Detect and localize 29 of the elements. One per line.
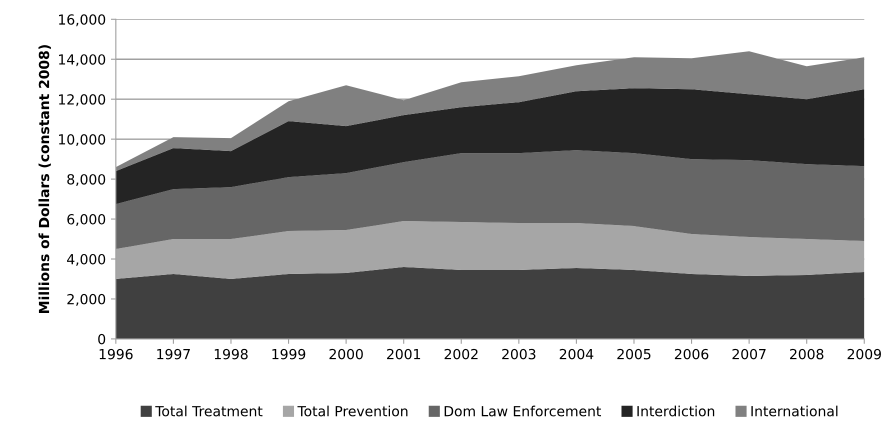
y-tick-label: 10,000 xyxy=(59,134,106,146)
x-tick-label: 2004 xyxy=(560,348,594,360)
y-tick-label: 2,000 xyxy=(67,294,106,306)
y-tick-label: 14,000 xyxy=(59,54,106,66)
x-tick-label: 2005 xyxy=(617,348,650,360)
legend-label: Dom Law Enforcement xyxy=(444,406,602,416)
x-tick-label: 2000 xyxy=(329,348,363,360)
x-tick-label: 2002 xyxy=(444,348,478,360)
legend-label: Total Prevention xyxy=(297,406,408,416)
x-tick-label: 2003 xyxy=(502,348,536,360)
x-tick-label: 2008 xyxy=(790,348,824,360)
legend-label: Interdiction xyxy=(637,406,714,416)
x-tick-label: 1998 xyxy=(214,348,248,360)
y-tick-label: 8,000 xyxy=(67,174,106,186)
x-tick-label: 2009 xyxy=(848,348,881,360)
legend-label: International xyxy=(751,406,838,416)
y-tick-label: 6,000 xyxy=(67,214,106,226)
y-tick-label: 12,000 xyxy=(59,94,106,106)
y-tick-label: 4,000 xyxy=(67,254,106,266)
x-tick-label: 1999 xyxy=(272,348,306,360)
y-tick-label: 16,000 xyxy=(59,14,106,26)
x-tick-label: 2007 xyxy=(732,348,766,360)
x-tick-label: 1997 xyxy=(157,348,190,360)
y-axis-title: Millions of Dollars (constant 2008) xyxy=(38,45,51,314)
x-tick-label: 1996 xyxy=(100,348,133,360)
x-tick-label: 2006 xyxy=(674,348,708,360)
y-tick-label: 0 xyxy=(98,334,106,344)
legend-label: Total Treatment xyxy=(155,406,262,416)
x-tick-label: 2001 xyxy=(387,348,420,360)
